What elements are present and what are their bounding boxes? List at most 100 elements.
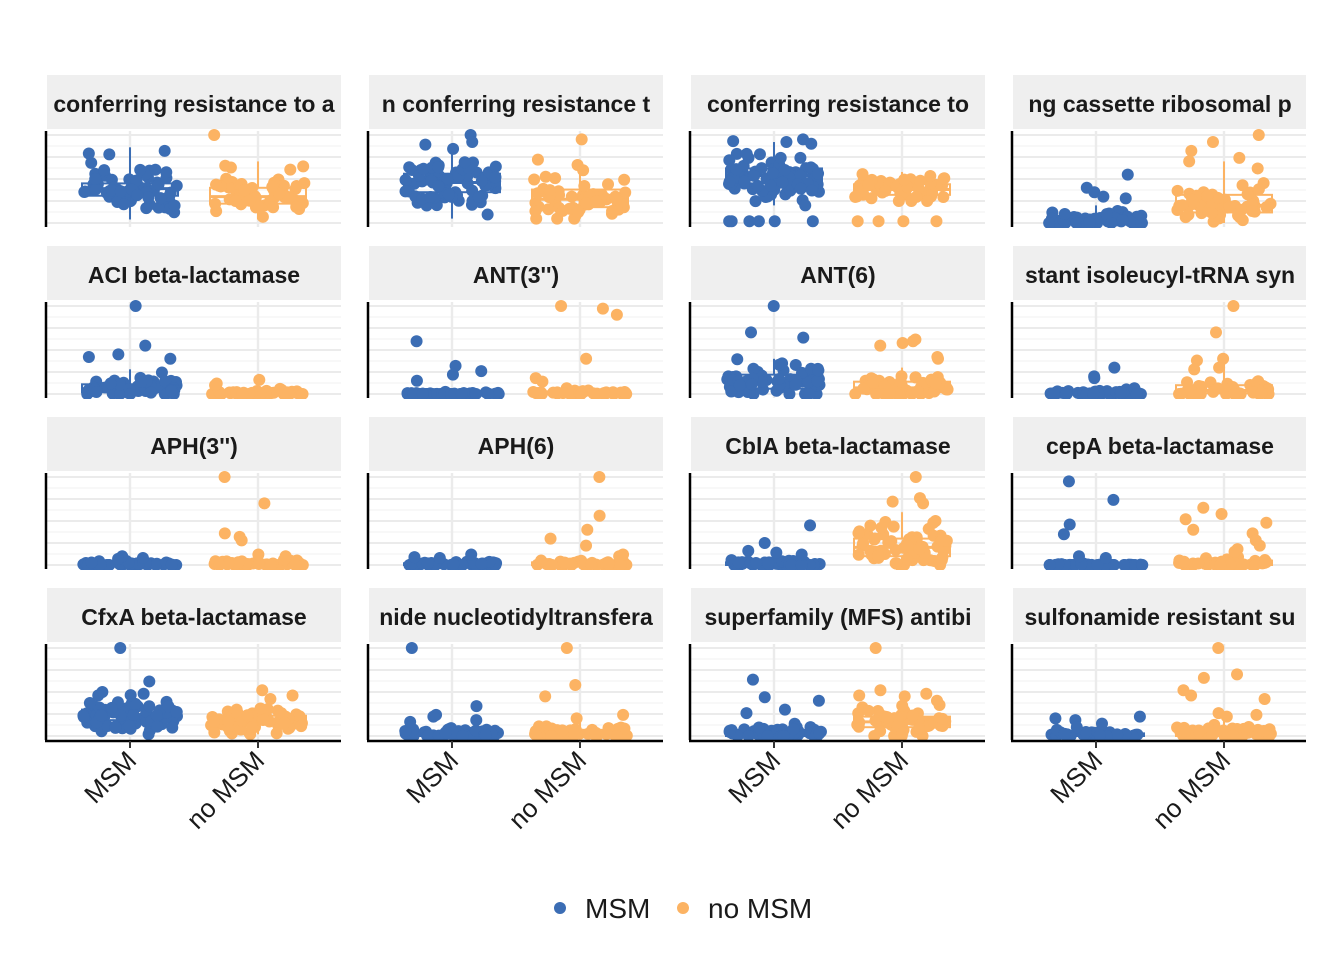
data-point [1184, 384, 1197, 397]
data-point-outlier [560, 642, 573, 654]
facet-strip-title: CfxA beta-lactamase [81, 604, 306, 630]
data-point [862, 704, 875, 717]
facet-panel: sulfonamide resistant su MSM no MSM [1010, 588, 1306, 835]
data-point [170, 706, 183, 719]
data-point-outlier [806, 215, 819, 228]
data-point [254, 702, 267, 715]
data-point-outlier [1206, 136, 1219, 149]
facet-panel: stant isoleucyl-tRNA syn [1010, 246, 1306, 399]
data-point-outlier [143, 675, 156, 688]
facet-strip [691, 417, 985, 471]
facet-strip-title: APH(6) [478, 433, 555, 459]
data-point [293, 710, 306, 723]
data-point [785, 559, 798, 570]
facet-panel: APH(3'') [44, 417, 341, 570]
data-point [1091, 559, 1104, 570]
data-point [1237, 558, 1250, 570]
data-point [606, 205, 619, 218]
data-point [114, 388, 127, 399]
facet-strip-title: superfamily (MFS) antibi [704, 604, 971, 630]
points-no-msm [852, 471, 953, 570]
facet-panel: CfxA beta-lactamase MSM no MSM [44, 588, 341, 835]
data-point [89, 183, 102, 196]
data-point [529, 205, 542, 218]
data-point-outlier [596, 302, 609, 315]
data-point-outlier [1185, 689, 1198, 702]
data-point [1116, 214, 1129, 227]
facet-panel-content: stant isoleucyl-tRNA syn [1013, 246, 1306, 399]
points-msm [403, 548, 503, 570]
data-point-outlier [1258, 693, 1271, 706]
data-point [731, 353, 744, 366]
facet-strip-title: n conferring resistance t [382, 91, 651, 117]
data-point-outlier [1133, 710, 1146, 723]
data-point [290, 200, 303, 213]
data-point [284, 163, 297, 176]
data-point [104, 377, 117, 390]
data-point-outlier [286, 689, 299, 702]
x-tick-label: no MSM [825, 745, 915, 835]
facet-panel-content: superfamily (MFS) antibi [691, 588, 985, 741]
data-point-outlier [746, 673, 759, 686]
data-point [98, 164, 111, 177]
legend-key-msm [554, 902, 566, 914]
data-point [557, 387, 570, 399]
facet-strip-title: APH(3'') [150, 433, 238, 459]
data-point [1058, 207, 1071, 220]
data-point-outlier [1250, 708, 1263, 721]
data-point-outlier [137, 687, 150, 700]
data-point [909, 371, 922, 384]
data-point [811, 375, 824, 388]
data-point [751, 179, 764, 192]
data-point [742, 730, 755, 741]
data-point-outlier [580, 352, 593, 365]
data-point [1079, 725, 1092, 738]
data-point [295, 720, 308, 733]
facet-panel-content: ACI beta-lactamase [47, 246, 341, 399]
data-point [149, 163, 162, 176]
data-point [78, 186, 91, 199]
data-point [447, 558, 460, 570]
data-point [618, 722, 631, 735]
data-point [455, 388, 468, 399]
facet-panel: ng cassette ribosomal p [1010, 75, 1306, 228]
facet-strip [47, 246, 341, 300]
data-point [940, 534, 953, 547]
data-point-outlier [920, 687, 933, 700]
facet-strip-title: ng cassette ribosomal p [1028, 91, 1291, 117]
data-point [1175, 387, 1188, 399]
data-point [1118, 558, 1131, 570]
data-point-outlier [82, 351, 95, 364]
data-point-outlier [907, 335, 920, 348]
points-no-msm [1173, 300, 1275, 399]
data-point [222, 557, 235, 570]
data-point-outlier [112, 348, 125, 361]
x-tick-label: MSM [1044, 745, 1108, 809]
data-point [475, 175, 488, 188]
data-point [1241, 188, 1254, 201]
data-point [619, 386, 632, 399]
data-point-outlier [103, 148, 116, 161]
data-point [857, 382, 870, 395]
data-point [252, 200, 265, 213]
data-point-outlier [258, 497, 271, 510]
data-point [1070, 217, 1083, 228]
data-point-outlier [927, 516, 940, 529]
legend-label-msm: MSM [585, 893, 650, 924]
data-point [938, 172, 951, 185]
data-point [441, 172, 454, 185]
data-point [556, 724, 569, 737]
facet-strip [369, 588, 663, 642]
data-point [929, 377, 942, 390]
data-point-outlier [218, 527, 231, 540]
data-point [1192, 557, 1205, 570]
data-point-outlier [1252, 129, 1265, 141]
data-point [913, 542, 926, 555]
data-point [805, 184, 818, 197]
data-point-outlier [112, 552, 125, 565]
data-point-outlier [253, 373, 266, 386]
data-point-outlier [1228, 545, 1241, 558]
data-point [77, 710, 90, 723]
data-point [600, 728, 613, 741]
data-point [142, 191, 155, 204]
